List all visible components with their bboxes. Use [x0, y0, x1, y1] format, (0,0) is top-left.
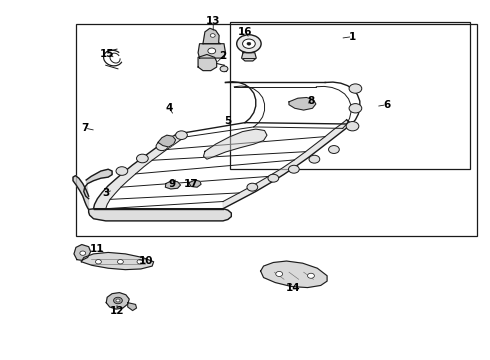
Text: 2: 2: [220, 51, 227, 61]
Polygon shape: [74, 244, 91, 260]
Circle shape: [309, 155, 320, 163]
Bar: [230, 22, 470, 169]
Circle shape: [137, 260, 143, 264]
Circle shape: [210, 34, 215, 37]
Text: 6: 6: [383, 100, 391, 110]
Polygon shape: [289, 98, 316, 110]
Circle shape: [116, 299, 120, 302]
Text: 8: 8: [307, 96, 315, 106]
Text: 14: 14: [286, 283, 300, 293]
Circle shape: [349, 104, 362, 113]
Bar: [76, 24, 477, 235]
Polygon shape: [81, 252, 154, 270]
Text: 11: 11: [90, 244, 105, 254]
Circle shape: [114, 297, 122, 304]
Polygon shape: [203, 28, 220, 44]
Circle shape: [268, 174, 279, 182]
Text: 4: 4: [166, 103, 173, 113]
Polygon shape: [158, 135, 175, 147]
Polygon shape: [106, 293, 129, 309]
Circle shape: [329, 145, 339, 153]
Circle shape: [80, 251, 86, 255]
Circle shape: [346, 122, 359, 131]
Text: 1: 1: [349, 32, 356, 41]
Circle shape: [308, 273, 315, 278]
Circle shape: [276, 271, 283, 276]
Polygon shape: [242, 53, 256, 61]
Text: 5: 5: [224, 116, 231, 126]
Text: 15: 15: [100, 49, 115, 59]
Polygon shape: [198, 44, 225, 58]
Circle shape: [96, 260, 101, 264]
Polygon shape: [189, 180, 201, 187]
Circle shape: [247, 183, 258, 191]
Polygon shape: [73, 176, 89, 210]
Text: 7: 7: [81, 123, 88, 133]
Circle shape: [243, 39, 255, 48]
Circle shape: [137, 154, 148, 163]
Polygon shape: [94, 134, 185, 209]
Circle shape: [208, 48, 216, 54]
Polygon shape: [261, 261, 327, 288]
Circle shape: [156, 142, 168, 150]
Text: 16: 16: [238, 27, 252, 37]
Circle shape: [220, 66, 228, 72]
Text: 3: 3: [102, 188, 109, 198]
Polygon shape: [89, 209, 231, 221]
Circle shape: [237, 35, 261, 53]
Text: 13: 13: [206, 17, 220, 27]
Polygon shape: [203, 129, 267, 159]
Polygon shape: [223, 120, 351, 209]
Polygon shape: [165, 181, 180, 189]
Polygon shape: [128, 303, 137, 311]
Text: 9: 9: [168, 179, 175, 189]
Circle shape: [349, 84, 362, 93]
Polygon shape: [198, 54, 217, 71]
Circle shape: [247, 42, 251, 45]
Circle shape: [289, 165, 299, 173]
Text: 12: 12: [110, 306, 124, 316]
Text: 10: 10: [139, 256, 153, 266]
Circle shape: [175, 131, 187, 139]
Text: 17: 17: [184, 179, 198, 189]
Circle shape: [116, 167, 128, 175]
Polygon shape: [84, 169, 112, 199]
Circle shape: [118, 260, 123, 264]
